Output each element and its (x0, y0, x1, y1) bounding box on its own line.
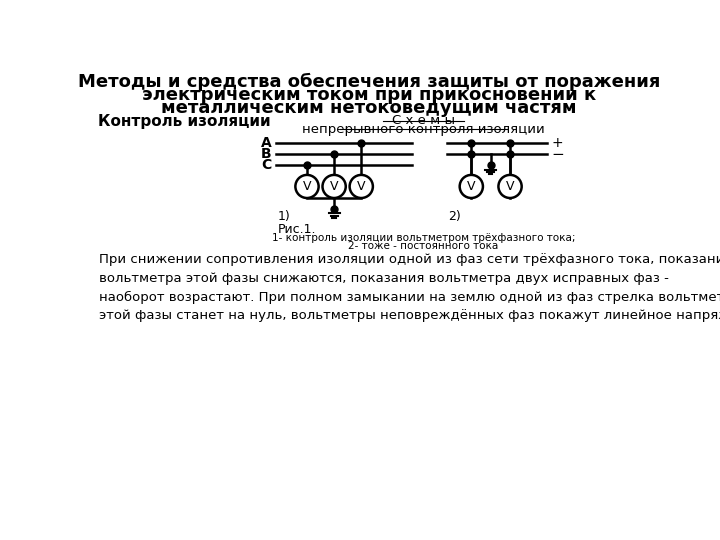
Text: V: V (357, 180, 366, 193)
Text: B: B (261, 147, 271, 161)
Circle shape (323, 175, 346, 198)
Text: V: V (330, 180, 338, 193)
Text: 2- тоже - постоянного тока: 2- тоже - постоянного тока (348, 241, 498, 251)
Text: Контроль изоляции: Контроль изоляции (98, 114, 271, 129)
Text: V: V (505, 180, 514, 193)
Text: −: − (551, 147, 564, 161)
Text: C: C (261, 158, 271, 172)
Text: Методы и средства обеспечения защиты от поражения: Методы и средства обеспечения защиты от … (78, 72, 660, 91)
Text: непрерывного контроля изоляции: непрерывного контроля изоляции (302, 123, 544, 136)
Text: V: V (302, 180, 311, 193)
Circle shape (350, 175, 373, 198)
Text: V: V (467, 180, 475, 193)
Text: С х е м ы: С х е м ы (392, 114, 455, 127)
Text: металлическим нетоковедущим частям: металлическим нетоковедущим частям (161, 99, 577, 117)
Text: электрическим током при прикосновении к: электрическим током при прикосновении к (142, 85, 596, 104)
Text: Рис.1.: Рис.1. (277, 222, 316, 235)
Text: При снижении сопротивления изоляции одной из фаз сети трёхфазного тока, показани: При снижении сопротивления изоляции одно… (99, 253, 720, 322)
Text: 1- контроль изоляции вольтметром трёхфазного тока;: 1- контроль изоляции вольтметром трёхфаз… (271, 233, 575, 242)
Text: 2): 2) (448, 210, 461, 222)
Circle shape (295, 175, 319, 198)
Text: A: A (261, 136, 271, 150)
Text: 1): 1) (277, 210, 290, 222)
Text: +: + (551, 136, 563, 150)
Circle shape (498, 175, 522, 198)
Circle shape (459, 175, 483, 198)
